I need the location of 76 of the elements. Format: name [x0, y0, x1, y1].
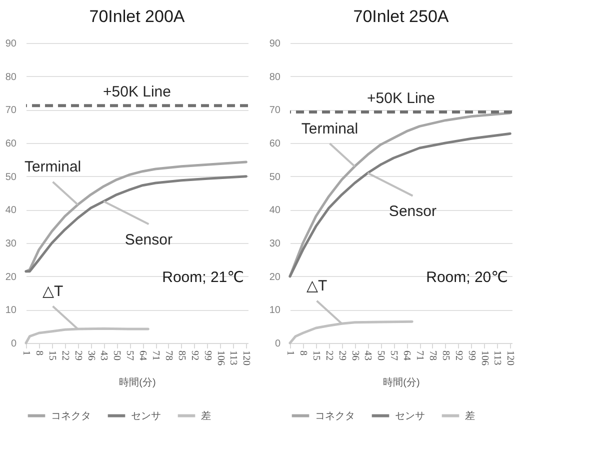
x-tick-label: 99	[202, 350, 213, 360]
x-tick-label: 1	[20, 350, 32, 356]
x-tick-label: 36	[349, 350, 360, 360]
x-tick-label: 8	[33, 350, 44, 356]
y-tick-label: 20	[269, 272, 281, 283]
annotation: Room; 20℃	[426, 269, 508, 286]
x-tick-label: 1	[284, 350, 296, 356]
y-tick-label: 0	[274, 338, 281, 350]
legend-label: 差	[465, 410, 475, 422]
x-tick-label: 29	[336, 350, 348, 360]
x-tick-label: 64	[137, 350, 148, 360]
x-tick-label: 71	[150, 350, 161, 360]
annotation: Sensor	[388, 203, 436, 220]
x-tick-label: 85	[176, 350, 187, 360]
annotation: Terminal	[24, 158, 82, 176]
x-tick-label: 92	[188, 350, 200, 360]
y-tick-label: 40	[269, 205, 281, 216]
y-tick-label: 0	[10, 338, 17, 350]
x-tick-label: 92	[452, 350, 464, 360]
y-tick-label: 90	[269, 38, 281, 50]
annotation: Room; 21℃	[162, 269, 244, 286]
y-tick-label: 80	[5, 72, 17, 83]
y-tick-label: 30	[269, 238, 281, 250]
x-tick-label: 43	[362, 350, 374, 360]
y-tick-label: 10	[269, 305, 281, 316]
legend-label: コネクタ	[315, 410, 355, 422]
legend-label: センサ	[131, 410, 161, 422]
x-tick-label: 15	[310, 350, 322, 360]
annotation: △T	[306, 278, 328, 295]
chart-title: 70Inlet 250A	[353, 7, 450, 26]
x-tick-label: 22	[59, 350, 70, 360]
y-tick-label: 30	[5, 238, 17, 250]
x-tick-label: 106	[214, 350, 226, 366]
y-tick-label: 50	[269, 172, 281, 183]
y-tick-label: 60	[5, 138, 17, 150]
y-tick-label: 70	[5, 105, 17, 116]
annotation: Sensor	[124, 231, 172, 248]
x-tick-label: 8	[297, 350, 308, 356]
x-tick-label: 113	[228, 350, 239, 366]
x-axis-title: 時間(分)	[383, 376, 420, 388]
chart-title: 70Inlet 200A	[89, 7, 186, 26]
y-tick-label: 40	[5, 205, 17, 216]
x-tick-label: 78	[162, 350, 174, 360]
x-tick-label: 106	[478, 350, 490, 366]
x-tick-label: 64	[401, 350, 412, 360]
legend-label: コネクタ	[51, 410, 91, 422]
x-tick-label: 85	[440, 350, 451, 360]
x-tick-label: 43	[98, 350, 110, 360]
y-tick-label: 70	[269, 105, 281, 116]
x-tick-label: 78	[426, 350, 438, 360]
y-tick-label: 80	[269, 72, 281, 83]
x-tick-label: 120	[240, 350, 252, 366]
legend-label: 差	[201, 410, 211, 422]
x-tick-label: 57	[388, 350, 400, 360]
annotation: Terminal	[301, 120, 358, 138]
x-tick-label: 50	[375, 350, 386, 360]
x-tick-label: 29	[72, 350, 84, 360]
x-tick-label: 22	[323, 350, 334, 360]
y-tick-label: 90	[5, 38, 17, 50]
ref-line-label: +50K Line	[103, 84, 171, 101]
x-tick-label: 99	[466, 350, 477, 360]
x-axis-title: 時間(分)	[119, 376, 156, 388]
x-tick-label: 50	[111, 350, 122, 360]
y-tick-label: 50	[5, 172, 17, 183]
x-tick-label: 36	[85, 350, 96, 360]
ref-line-label: +50K Line	[367, 90, 435, 107]
x-tick-label: 57	[124, 350, 136, 360]
annotation: △T	[42, 283, 64, 300]
x-tick-label: 113	[492, 350, 503, 366]
y-tick-label: 10	[5, 305, 17, 316]
y-tick-label: 60	[269, 138, 281, 150]
y-tick-label: 20	[5, 272, 17, 283]
x-tick-label: 120	[504, 350, 516, 366]
x-tick-label: 71	[414, 350, 425, 360]
legend-label: センサ	[395, 410, 425, 422]
x-tick-label: 15	[46, 350, 58, 360]
